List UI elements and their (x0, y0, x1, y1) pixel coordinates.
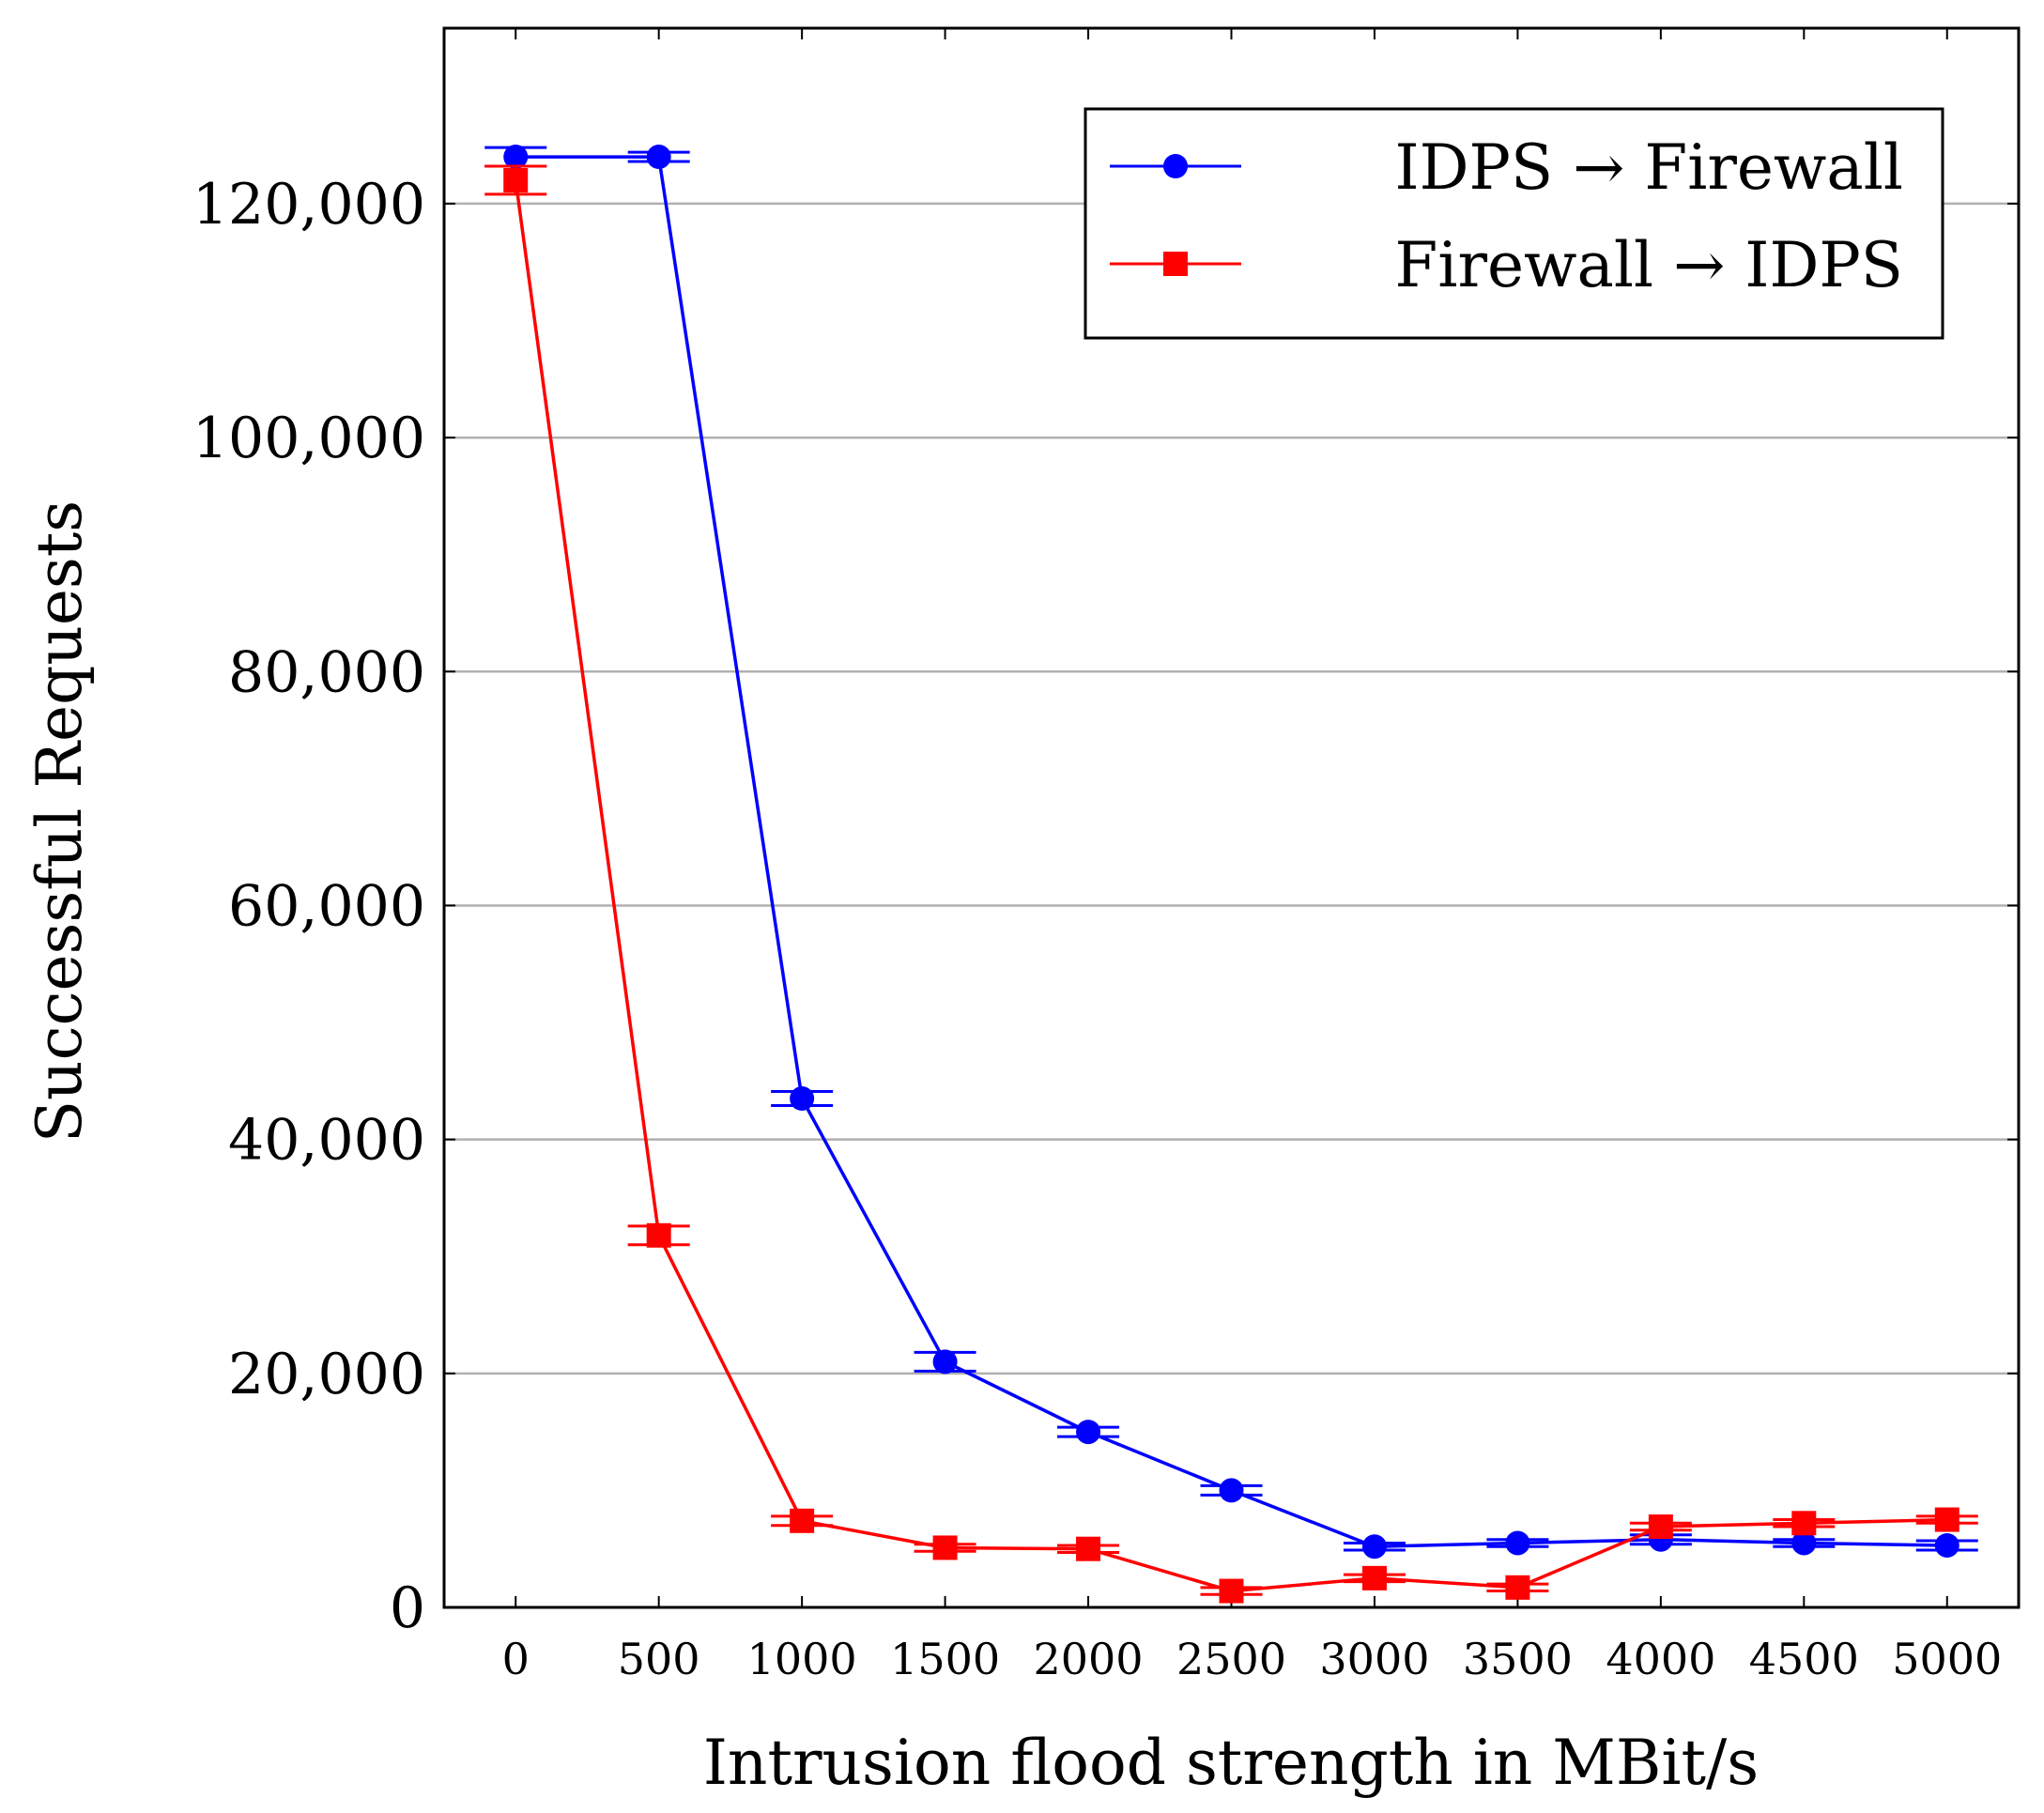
legend-box (1083, 107, 1944, 340)
legend-label-idps-firewall: IDPS → Firewall (1395, 131, 1903, 204)
x-axis-ticks: 0 500 1000 1500 2000 2500 3000 3500 4000 4500 5000 (502, 28, 2002, 1684)
series-firewall-idps (484, 164, 1978, 1604)
y-axis-label: Successful Requests (23, 500, 96, 1143)
plot-frame (442, 26, 2021, 1609)
x-tick-label: 3000 (1319, 1634, 1429, 1684)
data-point (646, 1222, 671, 1248)
series-line-firewall-idps (514, 179, 1947, 1593)
x-tick-label: 1000 (747, 1634, 857, 1684)
x-tick-label: 3500 (1463, 1634, 1573, 1684)
y-tick-label: 60,000 (228, 873, 425, 939)
legend-marker-idps-firewall (1163, 154, 1188, 178)
x-axis-label: Intrusion flood strength in MBit/s (703, 1727, 1759, 1799)
data-point (503, 145, 529, 170)
data-point (503, 167, 529, 192)
legend: IDPS → Firewall Firewall → IDPS (1083, 107, 1944, 340)
data-point (1505, 1575, 1530, 1600)
y-tick-label: 80,000 (228, 639, 425, 705)
x-tick-label: 4000 (1606, 1634, 1715, 1684)
data-point (790, 1508, 815, 1533)
data-point (932, 1535, 958, 1560)
legend-marker-firewall-idps (1163, 252, 1188, 276)
x-tick-label: 500 (618, 1634, 700, 1684)
y-tick-label: 120,000 (192, 172, 425, 238)
y-tick-label: 20,000 (228, 1342, 425, 1407)
series-line-idps-firewall (515, 155, 1947, 1548)
data-point (1648, 1514, 1673, 1540)
data-point (1934, 1507, 1959, 1532)
data-point (1791, 1530, 1817, 1556)
data-point (1076, 1536, 1101, 1561)
series-layer (484, 145, 1978, 1604)
y-axis-ticks: 0 20,000 40,000 60,000 80,000 100,000 120,000 (192, 172, 2019, 1641)
x-tick-label: 0 (502, 1634, 530, 1684)
data-point (932, 1349, 958, 1375)
data-point (1505, 1530, 1530, 1556)
data-point (1361, 1534, 1387, 1559)
x-tick-label: 1500 (890, 1634, 1000, 1684)
x-tick-label: 2500 (1176, 1634, 1286, 1684)
y-tick-label: 0 (390, 1575, 425, 1641)
data-point (646, 145, 671, 170)
x-tick-label: 2000 (1034, 1634, 1144, 1684)
data-point (1219, 1578, 1244, 1604)
data-point (1934, 1532, 1959, 1558)
data-point (1791, 1511, 1817, 1536)
data-point (790, 1086, 815, 1112)
data-point (1219, 1478, 1244, 1503)
gridlines (444, 202, 2019, 1375)
x-tick-label: 5000 (1892, 1634, 2002, 1684)
series-idps-firewall (484, 145, 1978, 1559)
y-tick-label: 100,000 (192, 406, 425, 471)
data-point (1361, 1565, 1387, 1590)
x-tick-label: 4500 (1749, 1634, 1859, 1684)
legend-label-firewall-idps: Firewall → IDPS (1395, 229, 1903, 301)
y-tick-label: 40,000 (228, 1108, 425, 1174)
data-point (1076, 1420, 1101, 1445)
